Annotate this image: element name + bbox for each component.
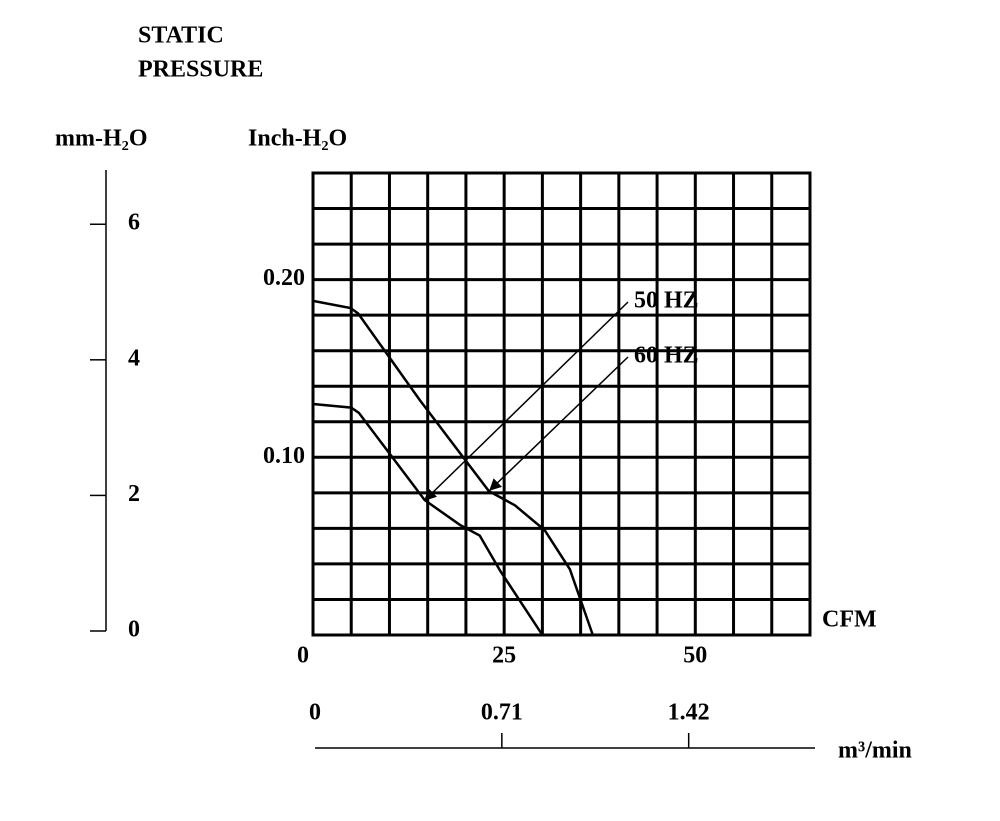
title-line: STATIC [138,23,224,49]
x2-tick-label: 0 [309,700,321,726]
x-tick-label: 0 [297,643,309,669]
y2-tick-label: 4 [128,345,140,371]
x-axis-label: CFM [822,607,877,633]
series-line [312,299,594,636]
x-tick-label: 25 [492,643,516,669]
y2-tick-label: 2 [128,481,140,507]
legend-label: 50 HZ [634,288,699,314]
y-axis-label: Inch-H₂O [248,126,347,152]
leader-arrow [489,356,629,491]
y-tick-label: 0.10 [263,443,305,469]
series-line [312,402,544,636]
x2-tick-label: 0.71 [481,700,523,726]
y2-tick-label: 6 [128,210,140,236]
x2-tick-label: 1.42 [668,700,710,726]
title-line: PRESSURE [138,57,263,83]
y2-tick-label: 0 [128,617,140,643]
y2-axis-label: mm-H₂O [55,126,148,152]
leader-arrow [424,301,629,501]
x2-axis-label: m³/min [838,738,912,764]
x-tick-label: 50 [683,643,707,669]
legend-label: 60 HZ [634,343,699,369]
y-tick-label: 0.20 [263,265,305,291]
